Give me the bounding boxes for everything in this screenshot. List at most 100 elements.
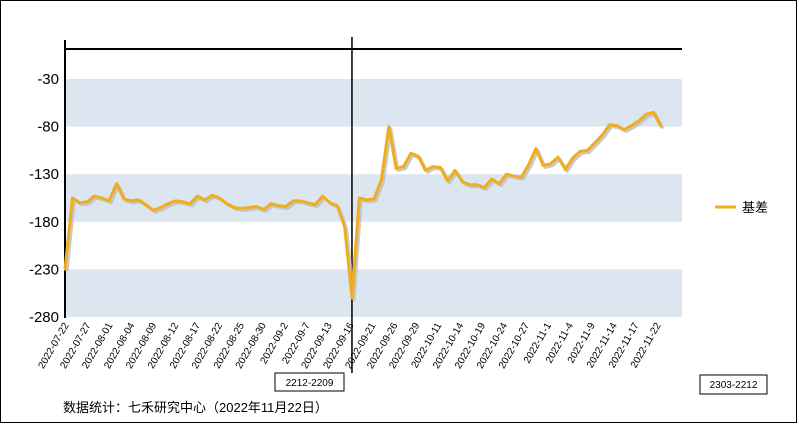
y-tick-label: -230 — [29, 261, 59, 278]
data-point — [630, 124, 633, 127]
data-point — [100, 196, 103, 200]
y-tick-label: -180 — [29, 214, 59, 231]
data-point — [637, 119, 641, 123]
data-point — [85, 200, 89, 204]
data-point — [586, 149, 589, 152]
data-source-note: 数据统计：七禾研究中心（2022年11月22日） — [63, 400, 328, 415]
data-point — [218, 196, 221, 200]
data-point — [446, 179, 449, 183]
data-point — [152, 209, 155, 212]
data-point — [71, 196, 74, 200]
data-point — [291, 199, 295, 203]
data-point — [269, 202, 273, 205]
data-point — [233, 206, 236, 209]
data-point — [394, 167, 398, 170]
data-point — [505, 173, 508, 176]
data-point — [166, 202, 170, 205]
y-tick-label: -130 — [29, 166, 59, 183]
data-point — [439, 166, 442, 169]
y-tick-label: -280 — [29, 309, 59, 326]
data-point — [431, 165, 435, 168]
data-point — [659, 125, 663, 128]
data-point — [542, 164, 545, 167]
data-point — [144, 203, 148, 206]
data-point — [475, 183, 479, 186]
data-point — [306, 201, 310, 204]
band-2 — [65, 269, 682, 317]
y-tick-labels: -30 -80 -130 -180 -230 -280 — [29, 71, 59, 326]
data-point — [564, 168, 567, 171]
data-point — [365, 198, 368, 202]
data-point — [402, 165, 405, 168]
data-point — [262, 208, 265, 211]
data-point — [188, 202, 192, 205]
data-point — [122, 197, 126, 201]
data-point — [409, 152, 413, 155]
data-point — [519, 175, 523, 179]
data-point — [313, 203, 317, 206]
data-point — [358, 196, 361, 200]
data-point — [196, 194, 199, 198]
axes — [64, 37, 682, 373]
data-point — [453, 169, 457, 172]
data-point — [321, 194, 324, 198]
data-point — [93, 194, 96, 198]
data-point — [372, 197, 376, 201]
data-point — [623, 128, 626, 131]
data-point — [63, 268, 67, 271]
data-point — [107, 199, 111, 203]
x-tick-labels: 2022-07-222022-07-272022-08-012022-08-04… — [36, 321, 663, 371]
data-point — [174, 199, 177, 203]
contract-marker-right-label: 2303-2212 — [710, 380, 758, 391]
data-point — [461, 180, 464, 184]
data-point — [534, 147, 538, 150]
data-point — [78, 201, 81, 204]
data-point — [350, 296, 354, 300]
contract-marker-right: 2303-2212 — [699, 374, 768, 395]
legend: 基差 — [715, 200, 768, 215]
band-0 — [65, 79, 682, 127]
contract-marker-left: 2212-2209 — [274, 372, 345, 392]
data-point — [247, 206, 251, 209]
legend-label: 基差 — [742, 200, 768, 215]
data-point — [225, 202, 229, 205]
data-point — [284, 205, 287, 208]
data-point — [130, 199, 133, 203]
data-point — [483, 186, 486, 189]
data-point — [615, 124, 619, 127]
data-point — [328, 201, 332, 204]
series-group — [63, 110, 665, 302]
data-point — [416, 154, 420, 158]
data-point — [608, 123, 611, 126]
data-point — [277, 204, 280, 207]
data-point — [490, 177, 493, 181]
data-point — [593, 141, 596, 144]
data-point — [336, 204, 339, 207]
data-point — [549, 162, 552, 165]
contract-marker-right-box — [699, 374, 768, 395]
data-point — [380, 178, 383, 182]
y-tick-label: -80 — [37, 119, 59, 136]
y-tick-label: -30 — [37, 71, 59, 88]
data-point — [497, 182, 501, 185]
data-point — [652, 111, 655, 114]
data-point — [210, 193, 214, 197]
data-point — [578, 150, 582, 153]
data-point — [299, 199, 302, 203]
contract-marker-left-label: 2212-2209 — [286, 378, 334, 389]
data-point — [424, 169, 427, 172]
data-point — [387, 125, 390, 128]
data-point — [255, 205, 258, 208]
data-point — [527, 163, 530, 166]
data-point — [571, 156, 574, 160]
data-point — [159, 206, 162, 209]
data-point — [512, 174, 516, 178]
data-point — [115, 182, 118, 185]
data-point — [645, 113, 648, 116]
data-point — [600, 133, 604, 137]
data-point — [468, 183, 471, 186]
data-point — [240, 207, 243, 210]
contract-marker-left-box — [274, 372, 345, 392]
data-point — [343, 225, 346, 228]
